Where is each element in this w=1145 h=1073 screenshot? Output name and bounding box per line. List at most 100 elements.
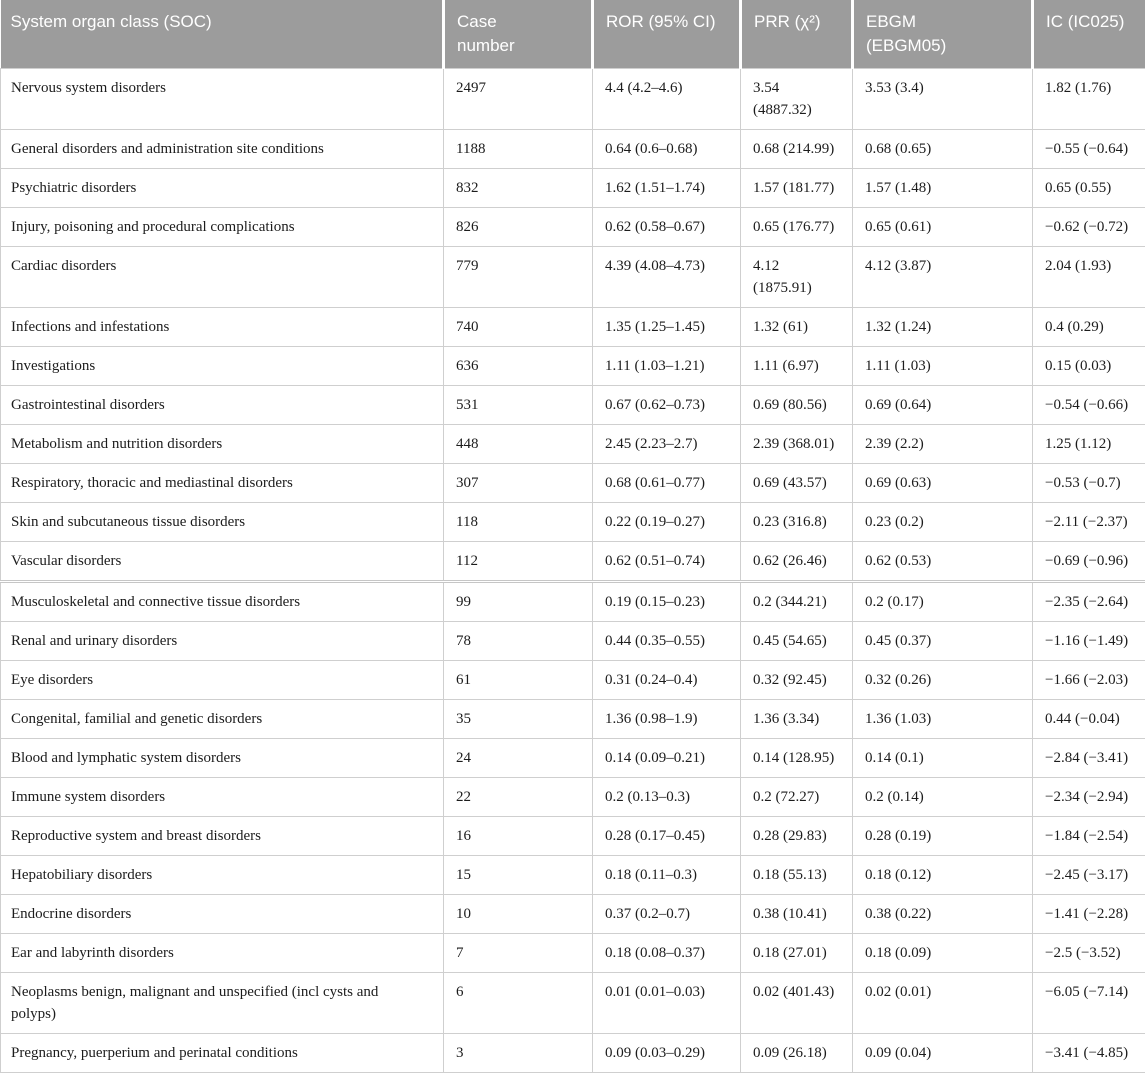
cell-ebgm: 0.65 (0.61) — [853, 208, 1033, 247]
cell-soc: General disorders and administration sit… — [1, 130, 444, 169]
cell-ic: −1.66 (−2.03) — [1033, 661, 1145, 700]
cell-ebgm: 0.14 (0.1) — [853, 739, 1033, 778]
cell-soc: Respiratory, thoracic and mediastinal di… — [1, 464, 444, 503]
cell-ic: 0.15 (0.03) — [1033, 347, 1145, 386]
cell-ror: 0.22 (0.19–0.27) — [593, 503, 741, 542]
cell-soc: Musculoskeletal and connective tissue di… — [1, 582, 444, 622]
table-row: Injury, poisoning and procedural complic… — [1, 208, 1145, 247]
cell-cases: 1188 — [444, 130, 593, 169]
cell-ic: −1.16 (−1.49) — [1033, 622, 1145, 661]
cell-prr: 0.62 (26.46) — [741, 542, 853, 582]
cell-cases: 15 — [444, 856, 593, 895]
column-header-ror: ROR (95% CI) — [593, 0, 741, 69]
cell-ic: 0.44 (−0.04) — [1033, 700, 1145, 739]
cell-soc: Congenital, familial and genetic disorde… — [1, 700, 444, 739]
cell-ic: −2.84 (−3.41) — [1033, 739, 1145, 778]
cell-prr: 0.18 (27.01) — [741, 934, 853, 973]
cell-cases: 740 — [444, 308, 593, 347]
cell-ebgm: 0.02 (0.01) — [853, 973, 1033, 1034]
cell-ebgm: 0.68 (0.65) — [853, 130, 1033, 169]
cell-ebgm: 0.69 (0.64) — [853, 386, 1033, 425]
cell-cases: 16 — [444, 817, 593, 856]
cell-soc: Ear and labyrinth disorders — [1, 934, 444, 973]
cell-ebgm: 0.32 (0.26) — [853, 661, 1033, 700]
cell-ror: 0.18 (0.08–0.37) — [593, 934, 741, 973]
column-header-ic: IC (IC025) — [1033, 0, 1145, 69]
cell-ror: 0.64 (0.6–0.68) — [593, 130, 741, 169]
cell-ic: −0.69 (−0.96) — [1033, 542, 1145, 582]
cell-ror: 4.39 (4.08–4.73) — [593, 247, 741, 308]
table-row: Musculoskeletal and connective tissue di… — [1, 582, 1145, 622]
cell-soc: Neoplasms benign, malignant and unspecif… — [1, 973, 444, 1034]
cell-cases: 112 — [444, 542, 593, 582]
cell-cases: 7 — [444, 934, 593, 973]
cell-cases: 61 — [444, 661, 593, 700]
cell-prr: 0.2 (72.27) — [741, 778, 853, 817]
cell-soc: Metabolism and nutrition disorders — [1, 425, 444, 464]
cell-prr: 0.14 (128.95) — [741, 739, 853, 778]
cell-ror: 0.18 (0.11–0.3) — [593, 856, 741, 895]
cell-ebgm: 4.12 (3.87) — [853, 247, 1033, 308]
cell-ebgm: 0.18 (0.09) — [853, 934, 1033, 973]
cell-cases: 78 — [444, 622, 593, 661]
cell-ror: 0.28 (0.17–0.45) — [593, 817, 741, 856]
cell-ror: 0.14 (0.09–0.21) — [593, 739, 741, 778]
table-row: Congenital, familial and genetic disorde… — [1, 700, 1145, 739]
cell-soc: Blood and lymphatic system disorders — [1, 739, 444, 778]
table-row: General disorders and administration sit… — [1, 130, 1145, 169]
cell-cases: 779 — [444, 247, 593, 308]
cell-prr: 2.39 (368.01) — [741, 425, 853, 464]
cell-cases: 826 — [444, 208, 593, 247]
cell-ic: −0.62 (−0.72) — [1033, 208, 1145, 247]
cell-ebgm: 1.11 (1.03) — [853, 347, 1033, 386]
cell-cases: 118 — [444, 503, 593, 542]
cell-ebgm: 0.2 (0.17) — [853, 582, 1033, 622]
cell-ror: 1.35 (1.25–1.45) — [593, 308, 741, 347]
cell-soc: Vascular disorders — [1, 542, 444, 582]
cell-soc: Endocrine disorders — [1, 895, 444, 934]
cell-ic: −3.41 (−4.85) — [1033, 1034, 1145, 1073]
cell-prr: 0.02 (401.43) — [741, 973, 853, 1034]
cell-ic: −0.54 (−0.66) — [1033, 386, 1145, 425]
cell-prr: 0.32 (92.45) — [741, 661, 853, 700]
cell-soc: Investigations — [1, 347, 444, 386]
table-row: Pregnancy, puerperium and perinatal cond… — [1, 1034, 1145, 1073]
cell-ror: 0.19 (0.15–0.23) — [593, 582, 741, 622]
cell-ror: 1.62 (1.51–1.74) — [593, 169, 741, 208]
cell-prr: 0.68 (214.99) — [741, 130, 853, 169]
cell-ebgm: 0.2 (0.14) — [853, 778, 1033, 817]
cell-ebgm: 0.23 (0.2) — [853, 503, 1033, 542]
cell-ic: −6.05 (−7.14) — [1033, 973, 1145, 1034]
column-header-soc: System organ class (SOC) — [1, 0, 444, 69]
column-header-ebgm: EBGM (EBGM05) — [853, 0, 1033, 69]
table-header-row: System organ class (SOC) Case number ROR… — [1, 0, 1145, 69]
cell-ror: 2.45 (2.23–2.7) — [593, 425, 741, 464]
cell-ebgm: 0.38 (0.22) — [853, 895, 1033, 934]
cell-ic: 2.04 (1.93) — [1033, 247, 1145, 308]
cell-prr: 0.18 (55.13) — [741, 856, 853, 895]
cell-ic: 0.65 (0.55) — [1033, 169, 1145, 208]
cell-ebgm: 3.53 (3.4) — [853, 69, 1033, 130]
cell-cases: 832 — [444, 169, 593, 208]
cell-ror: 0.67 (0.62–0.73) — [593, 386, 741, 425]
cell-ebgm: 0.62 (0.53) — [853, 542, 1033, 582]
cell-cases: 6 — [444, 973, 593, 1034]
cell-prr: 0.2 (344.21) — [741, 582, 853, 622]
cell-soc: Skin and subcutaneous tissue disorders — [1, 503, 444, 542]
cell-soc: Cardiac disorders — [1, 247, 444, 308]
cell-cases: 2497 — [444, 69, 593, 130]
cell-cases: 307 — [444, 464, 593, 503]
cell-prr: 0.09 (26.18) — [741, 1034, 853, 1073]
